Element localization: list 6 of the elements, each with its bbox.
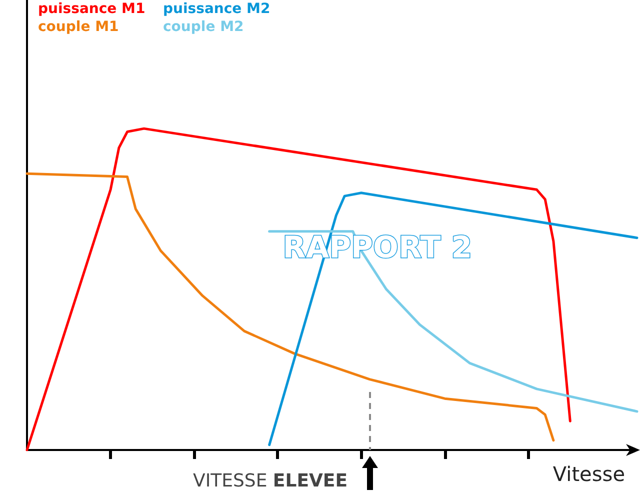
text: couple M1 xyxy=(38,19,119,35)
text: couple M2 xyxy=(163,19,244,35)
text: VITESSE ELEVEE xyxy=(193,470,348,492)
text: puissance M2 xyxy=(163,1,270,17)
text: puissance M1 xyxy=(38,1,146,17)
x-axis-title: Vitesse xyxy=(552,462,625,486)
